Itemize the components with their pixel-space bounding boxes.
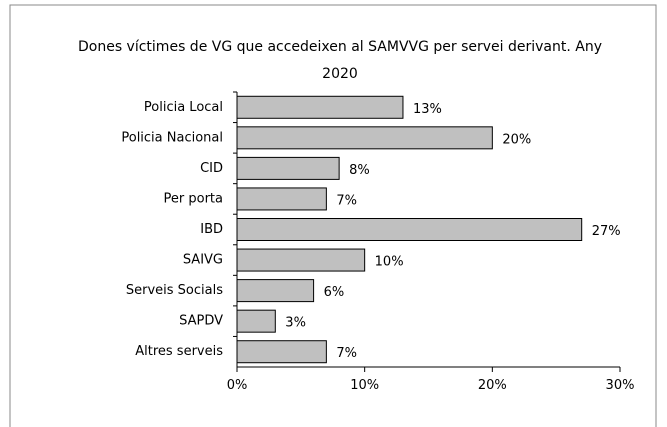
bar: [236, 95, 404, 119]
data-label: 7%: [336, 346, 357, 361]
y-tick-label: Policia Local: [144, 100, 223, 115]
chart-title: Dones víctimes de VG que accedeixen al S…: [77, 39, 603, 82]
data-label: 10%: [375, 255, 404, 270]
data-label: 13%: [413, 102, 442, 117]
y-tick-label: CID: [200, 161, 223, 176]
data-label: 6%: [324, 285, 345, 300]
x-tick-label: 20%: [478, 378, 507, 393]
data-label: 20%: [502, 132, 531, 147]
y-tick-label: Serveis Socials: [126, 283, 223, 298]
x-tick-label: 0%: [227, 378, 248, 393]
bar: [236, 309, 276, 333]
chart-frame: [9, 4, 657, 427]
bar: [236, 126, 493, 150]
bar: [236, 279, 315, 303]
y-tick-label: Per porta: [164, 191, 223, 206]
data-label: 3%: [285, 316, 306, 331]
bar: [236, 248, 366, 272]
y-tick-label: IBD: [200, 222, 223, 237]
y-tick-label: Policia Nacional: [121, 130, 223, 145]
y-tick-label: SAIVG: [183, 253, 223, 268]
bar: [236, 218, 583, 241]
x-tick-label: 30%: [606, 378, 635, 393]
y-tick-label: SAPDV: [179, 314, 223, 329]
data-label: 27%: [592, 224, 621, 239]
bar: [236, 187, 327, 211]
y-tick-label: Altres serveis: [135, 344, 223, 359]
data-label: 7%: [336, 193, 357, 208]
x-tick-label: 10%: [350, 378, 379, 393]
bar: [236, 340, 327, 364]
bar: [236, 156, 340, 180]
data-label: 8%: [349, 163, 370, 178]
